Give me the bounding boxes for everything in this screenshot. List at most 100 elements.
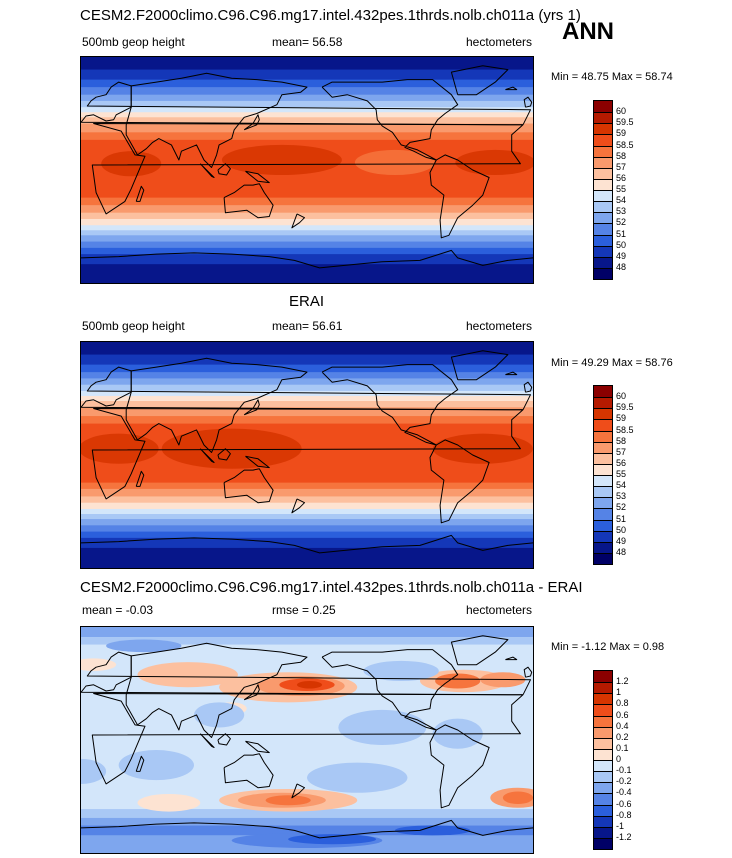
field-contour [118,750,194,781]
colorbar-swatch [594,497,612,509]
field-band [81,235,533,243]
colorbar-swatch [594,782,612,794]
colorbar-swatch [594,463,612,475]
colorbar-tick-label: 59.5 [616,117,634,128]
coastline [450,350,509,381]
colorbar-tick-label: 1 [616,687,622,698]
coastline [91,123,524,215]
field-band [81,488,533,497]
colorbar-tick-label: 55 [616,184,627,194]
colorbar-swatch [594,552,612,564]
colorbar-tick-label: 48 [616,261,627,272]
panel1-colorbar: 60 59.5 59 58.5 58 57 56 55 54 53 52 51 50 49 48 [593,100,634,280]
colorbar-swatch [594,441,612,453]
colorbar-tick-label: 53 [616,491,627,502]
field-band [81,342,533,356]
colorbar-tick-label: 0.2 [616,731,629,742]
field-band [81,100,533,108]
coastline [135,755,145,772]
coastline [81,534,533,554]
colorbar-swatch [594,726,612,738]
field-band [81,94,533,102]
coastline [243,684,260,701]
colorbar-swatch [594,804,612,816]
colorbar-tick-label: 52 [616,217,627,228]
panel2-variable-label: 500mb geop height [82,319,185,333]
coastline [450,635,509,666]
coastline [81,249,533,269]
colorbar-swatch [594,145,612,157]
colorbar-swatch [594,201,612,213]
coastline [135,185,145,202]
colorbar-swatch [594,123,612,135]
colorbar-swatch [594,101,612,113]
coastline [81,819,533,839]
colorbar-tick-label: 59 [616,128,627,139]
coastline [523,666,533,678]
coastline [450,65,509,96]
coastline [217,448,231,461]
panel1-mean-label: mean= 56.58 [272,35,343,49]
colorbar-tick-label: 54 [616,480,627,491]
colorbar-tick-label: 0.8 [616,698,629,709]
colorbar-tick-label: 59.5 [616,402,634,413]
coastline [125,642,308,738]
field-contour [354,149,435,176]
coastline [125,72,308,168]
colorbar-swatch [594,771,612,783]
panel2-mean-label: mean= 56.61 [272,319,343,333]
field-band [81,525,533,533]
field-band [81,79,533,88]
field-contour [296,680,323,689]
colorbar-swatch [594,156,612,168]
field-contour [81,433,159,464]
coastline [429,724,490,809]
colorbar-swatch [594,748,612,760]
field-contour [307,762,408,793]
field-contour [435,673,481,689]
field-band [81,502,533,510]
field-band [81,401,533,408]
map-field [81,342,533,568]
colorbar-tick-label: 49 [616,250,627,261]
field-band [81,519,533,526]
colorbar-tick-label: 58.5 [616,424,634,435]
field-contour [106,639,182,653]
field-band [81,547,533,568]
colorbar-swatch [594,234,612,246]
field-contour [502,791,533,805]
coastline [217,733,231,746]
colorbar-swatch [594,178,612,190]
field-contour [81,758,107,784]
panel3-colorbar: 1.2 1 0.8 0.6 0.4 0.2 0.1 0 -0.1 -0.2 -0.4 -0.6 -0.8… [593,670,632,850]
coastline [125,357,308,453]
field-contour [221,144,342,176]
colorbar-tick-label: 58.5 [616,139,634,150]
field-band [81,117,533,125]
panel1-variable-label: 500mb geop height [82,35,185,49]
panel1-map [80,56,534,284]
colorbar-tick-label: 52 [616,502,627,513]
colorbar-swatch [594,256,612,268]
coastline [505,656,518,661]
field-band [81,112,533,118]
panel2-minmax-label: Min = 49.29 Max = 58.76 [551,357,673,369]
colorbar-swatch [594,519,612,531]
colorbar-tick-label: -0.4 [616,787,632,798]
field-contour [137,793,201,812]
field-band [81,390,533,397]
coastline [321,364,459,446]
field-band [81,123,533,133]
field-contour [394,825,471,836]
field-band [81,637,533,645]
coastline [135,470,145,487]
colorbar-swatch [594,737,612,749]
colorbar-swatch [594,430,612,442]
field-band [81,107,533,113]
season-label: ANN [562,18,614,45]
field-band [81,384,533,392]
field-band [81,378,533,386]
map-field [81,627,533,853]
colorbar-swatch [594,671,612,683]
field-band [81,817,533,826]
